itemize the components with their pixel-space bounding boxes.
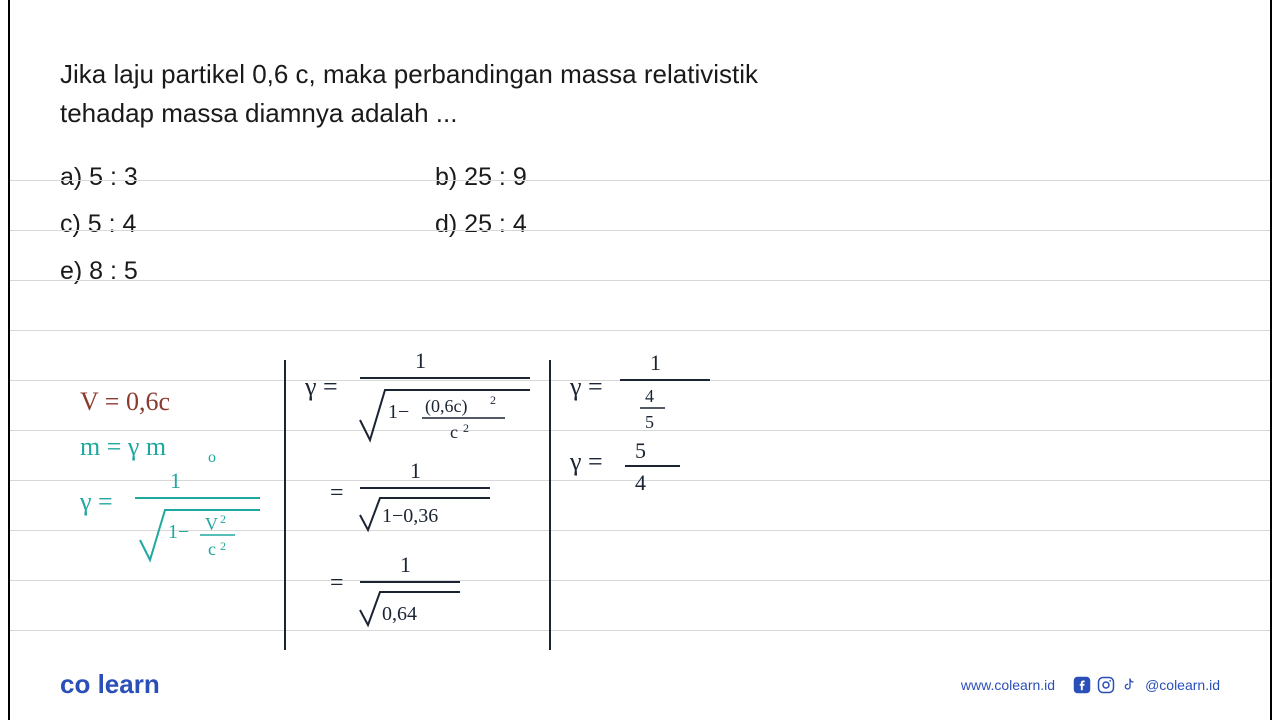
svg-text:5: 5 bbox=[635, 438, 646, 463]
svg-text:c: c bbox=[450, 422, 458, 442]
hw-gamma-result1: γ = bbox=[569, 372, 603, 401]
hw-gamma-step1: γ = bbox=[304, 372, 338, 401]
option-c: c) 5 : 4 bbox=[60, 210, 435, 239]
question-line-2: tehadap massa diamnya adalah ... bbox=[60, 98, 457, 128]
handwriting-svg: V = 0,6c m = γ m o γ = 1 1− V 2 c 2 γ = … bbox=[60, 340, 960, 660]
question-content: Jika laju partikel 0,6 c, maka perbandin… bbox=[0, 0, 1280, 286]
svg-text:2: 2 bbox=[490, 393, 496, 407]
option-d: d) 25 : 4 bbox=[435, 210, 810, 239]
hw-gamma-step3: = bbox=[330, 570, 344, 596]
svg-text:o: o bbox=[208, 449, 216, 466]
hw-gamma-step2: = bbox=[330, 480, 344, 506]
svg-text:c: c bbox=[208, 539, 216, 559]
svg-text:1: 1 bbox=[650, 350, 661, 375]
question-text: Jika laju partikel 0,6 c, maka perbandin… bbox=[60, 55, 1220, 133]
hw-v-equals: V = 0,6c bbox=[80, 387, 170, 416]
svg-text:(0,6c): (0,6c) bbox=[425, 396, 467, 417]
logo-learn: learn bbox=[98, 669, 160, 699]
svg-text:2: 2 bbox=[220, 539, 226, 553]
website-url: www.colearn.id bbox=[961, 677, 1055, 693]
question-line-1: Jika laju partikel 0,6 c, maka perbandin… bbox=[60, 59, 758, 89]
tiktok-icon bbox=[1121, 676, 1139, 694]
logo-co: co bbox=[60, 669, 90, 699]
svg-text:2: 2 bbox=[463, 421, 469, 435]
page-border-left bbox=[8, 0, 10, 720]
svg-text:1: 1 bbox=[170, 468, 181, 493]
option-a: a) 5 : 3 bbox=[60, 163, 435, 192]
svg-text:1: 1 bbox=[410, 458, 421, 483]
colearn-logo: co learn bbox=[60, 669, 160, 700]
svg-text:1−: 1− bbox=[388, 401, 409, 423]
svg-text:1: 1 bbox=[415, 348, 426, 373]
hw-gamma-result2: γ = bbox=[569, 447, 603, 476]
hw-m-equals: m = γ m bbox=[80, 432, 166, 461]
option-b: b) 25 : 9 bbox=[435, 163, 810, 192]
footer: co learn www.colearn.id @colearn.id bbox=[60, 669, 1220, 700]
svg-text:5: 5 bbox=[645, 412, 654, 432]
option-e: e) 8 : 5 bbox=[60, 257, 435, 286]
page-border-right bbox=[1270, 0, 1272, 720]
svg-text:1: 1 bbox=[400, 552, 411, 577]
svg-text:4: 4 bbox=[645, 386, 654, 406]
social-handle: @colearn.id bbox=[1145, 677, 1220, 693]
options-grid: a) 5 : 3 b) 25 : 9 c) 5 : 4 d) 25 : 4 e)… bbox=[60, 163, 810, 286]
svg-text:0,64: 0,64 bbox=[382, 603, 417, 625]
social-links: @colearn.id bbox=[1073, 676, 1220, 694]
handwriting-solution: V = 0,6c m = γ m o γ = 1 1− V 2 c 2 γ = … bbox=[60, 340, 960, 660]
svg-text:2: 2 bbox=[220, 512, 226, 526]
svg-text:1−0,36: 1−0,36 bbox=[382, 505, 438, 527]
svg-text:1−: 1− bbox=[168, 521, 189, 543]
instagram-icon bbox=[1097, 676, 1115, 694]
facebook-icon bbox=[1073, 676, 1091, 694]
footer-right: www.colearn.id @colearn.id bbox=[961, 676, 1220, 694]
svg-text:V: V bbox=[205, 514, 218, 534]
svg-text:4: 4 bbox=[635, 470, 646, 495]
hw-gamma-formula: γ = bbox=[79, 487, 113, 516]
